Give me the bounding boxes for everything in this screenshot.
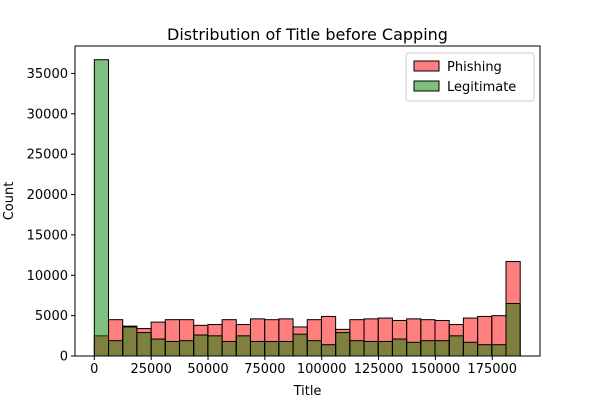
x-tick-label: 0 [90,362,98,377]
x-tick-label: 50000 [187,362,228,377]
x-tick-label: 100000 [297,362,347,377]
legitimate-bar [108,340,124,357]
y-tick-label: 0 [60,350,68,365]
y-tick-label: 35000 [27,67,68,82]
x-axis-ticks: 0 25000 50000 75000 100000 125000 150000 175000 [90,356,517,377]
x-tick-label: 75000 [244,362,285,377]
y-tick-label: 5000 [35,309,68,324]
legitimate-bar [491,344,507,357]
y-axis-ticks: 0 5000 10000 15000 20000 25000 30000 35000 [27,67,75,365]
legitimate-bar [391,338,408,357]
legitimate-bar [505,303,521,357]
legitimate-bar [292,333,308,357]
legitimate-bar [179,340,195,357]
x-tick-label: 175000 [467,362,517,377]
legitimate-bar [249,340,266,357]
x-axis-label: Title [293,384,322,399]
y-tick-label: 30000 [27,107,68,122]
legitimate-bar [377,340,393,357]
y-tick-label: 15000 [27,228,68,243]
legitimate-bar [320,344,337,357]
legitimate-bar [363,340,379,357]
plot-frame [74,45,541,357]
phishing-legend-label: Phishing [447,60,502,75]
y-tick-label: 10000 [27,269,68,284]
legitimate-legend-swatch [413,80,440,92]
legitimate-bar [136,332,152,357]
x-tick-label: 150000 [411,362,461,377]
chart-title: Distribution of Title before Capping [167,25,448,44]
legitimate-bar [448,335,464,357]
legitimate-bar [462,341,479,357]
legitimate-bar [150,338,166,357]
legitimate-bar [406,341,422,357]
legitimate-bar [420,340,436,357]
legitimate-bar [264,340,280,357]
legitimate-bar [193,334,209,357]
legitimate-bar [477,344,493,357]
legitimate-bar [306,340,322,357]
x-tick-label: 125000 [354,362,404,377]
legitimate-bar [349,340,365,357]
legitimate-legend-label: Legitimate [447,80,516,95]
legitimate-bar [278,340,294,357]
y-axis-label: Count [2,182,17,221]
legitimate-bar [335,332,351,357]
legitimate-bar [93,59,110,357]
legitimate-bar [235,335,251,357]
legitimate-bar [221,340,237,357]
legend: Phishing Legitimate [405,52,535,102]
y-tick-label: 25000 [27,148,68,163]
x-tick-label: 25000 [130,362,171,377]
legitimate-bar [164,340,181,357]
phishing-legend-swatch [413,60,440,72]
legitimate-bar [207,335,223,357]
legitimate-bar [122,326,138,357]
y-tick-label: 20000 [27,188,68,203]
legitimate-bar [434,340,450,357]
